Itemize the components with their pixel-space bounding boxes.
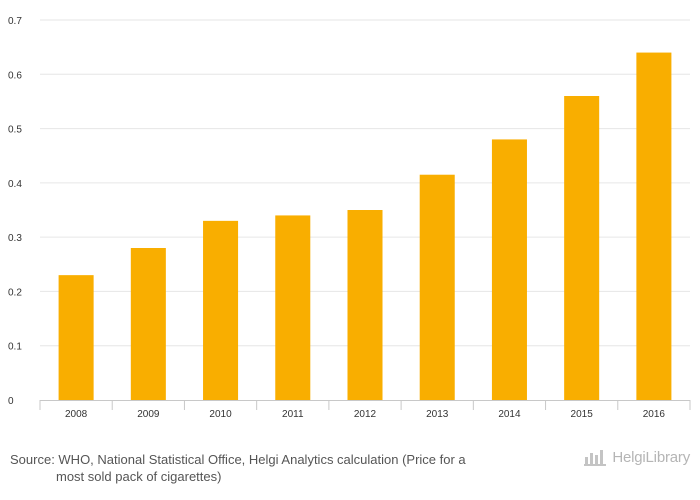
y-tick-label: 0.6	[8, 70, 22, 81]
y-tick-label: 0.1	[8, 342, 22, 353]
y-tick-label: 0	[8, 396, 14, 407]
bar-2011[interactable]	[275, 215, 311, 400]
y-tick-label: 0.7	[8, 16, 22, 27]
x-tick-label: 2010	[209, 409, 232, 420]
source-note: Source: WHO, National Statistical Office…	[10, 451, 530, 485]
x-tick-label: 2011	[282, 409, 304, 420]
bar-2013[interactable]	[419, 174, 455, 400]
bars	[58, 52, 672, 400]
bar-2009[interactable]	[130, 248, 166, 400]
bar-chart-icon	[584, 450, 607, 466]
source-line-2: most sold pack of cigarettes)	[56, 469, 222, 484]
y-tick-label: 0.3	[8, 233, 22, 244]
bar-2012[interactable]	[347, 210, 383, 400]
x-tick-label: 2008	[65, 409, 88, 420]
y-tick-label: 0.5	[8, 125, 22, 136]
y-tick-label: 0.4	[8, 179, 22, 190]
x-axis: 2008 2009 2010 2011 2012 2013 2014 2015 2016	[39, 400, 691, 420]
x-tick-label: 2013	[426, 409, 449, 420]
y-tick-label: 0.2	[8, 287, 22, 298]
bar-2015[interactable]	[564, 96, 600, 400]
x-tick-label: 2014	[498, 409, 521, 420]
x-tick-label: 2015	[571, 409, 594, 420]
bar-2016[interactable]	[636, 52, 672, 400]
bar-2014[interactable]	[491, 139, 527, 400]
logo-text: HelgiLibrary	[612, 448, 690, 466]
x-tick-label: 2009	[137, 409, 160, 420]
bar-2010[interactable]	[203, 220, 239, 400]
y-axis-tick-labels: 0 0.1 0.2 0.3 0.4 0.5 0.6 0.7	[8, 16, 22, 407]
source-line-1: Source: WHO, National Statistical Office…	[10, 452, 466, 467]
helgi-library-logo[interactable]: HelgiLibrary	[584, 448, 690, 466]
bar-chart: 00.10.20.30.40.50.60.7 2008 2009 2010 2011 2…	[8, 16, 691, 420]
bar-2008[interactable]	[58, 275, 94, 400]
x-tick-label: 2016	[643, 409, 666, 420]
x-tick-label: 2012	[354, 409, 377, 420]
